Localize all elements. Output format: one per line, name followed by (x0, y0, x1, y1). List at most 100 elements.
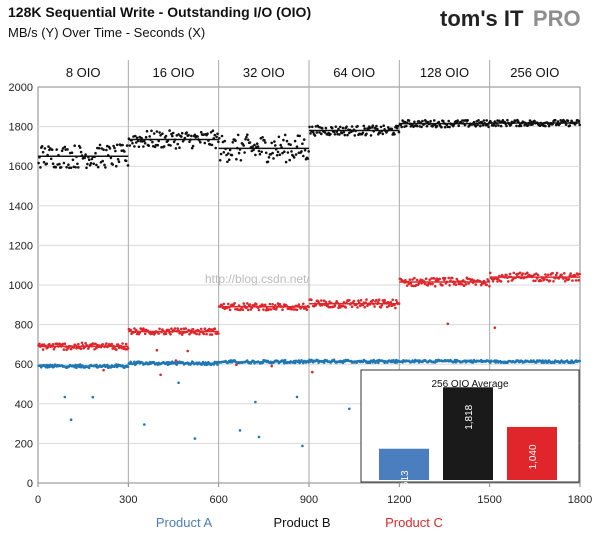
data-point (356, 124, 359, 128)
data-point (227, 302, 230, 306)
data-point (267, 308, 271, 311)
data-point (357, 299, 360, 303)
data-point (298, 134, 302, 138)
data-point (136, 139, 140, 143)
data-point (255, 142, 259, 145)
data-point (55, 148, 58, 151)
data-point (313, 134, 317, 137)
inset-bar (507, 426, 557, 480)
data-point (77, 342, 80, 346)
data-point (306, 157, 310, 160)
data-point (143, 423, 146, 426)
data-point (210, 333, 214, 336)
data-point (228, 148, 232, 152)
data-point (320, 299, 323, 302)
data-point (309, 132, 312, 135)
data-point (203, 327, 207, 331)
data-point (59, 166, 63, 169)
data-point (43, 147, 47, 150)
data-point (396, 124, 400, 128)
data-point (555, 271, 559, 275)
data-point (66, 148, 69, 151)
data-point (256, 145, 260, 148)
data-point (51, 162, 55, 165)
data-point (320, 126, 324, 130)
data-point (124, 342, 128, 346)
data-point (283, 150, 286, 153)
data-point (279, 143, 283, 147)
data-point (91, 395, 95, 399)
data-point (294, 153, 298, 156)
data-point (102, 368, 105, 372)
data-point (552, 280, 555, 283)
data-point (563, 272, 566, 275)
y-tick-label: 400 (15, 399, 33, 411)
data-point (206, 132, 209, 135)
data-point (63, 342, 67, 346)
data-point (164, 332, 168, 336)
data-point (104, 166, 107, 169)
data-point (535, 272, 538, 276)
data-point (114, 149, 117, 153)
data-point (169, 333, 172, 336)
data-point (369, 134, 373, 137)
data-point (568, 124, 572, 127)
data-point (462, 284, 466, 288)
data-point (544, 273, 547, 276)
data-point (352, 299, 356, 303)
data-point (443, 125, 447, 129)
data-point (379, 125, 383, 129)
data-point (164, 134, 168, 138)
data-point (292, 156, 296, 159)
data-point (242, 144, 245, 147)
data-point (382, 124, 386, 127)
data-point (497, 124, 500, 127)
data-point (219, 152, 223, 156)
data-point (94, 342, 97, 346)
data-point (407, 119, 411, 122)
data-point (190, 146, 194, 150)
data-point (241, 308, 245, 312)
data-point (290, 150, 293, 153)
data-point (67, 347, 70, 350)
data-point (246, 308, 250, 312)
data-point (376, 127, 379, 131)
data-point (196, 135, 199, 138)
data-point (356, 306, 359, 309)
data-point (216, 132, 219, 136)
data-point (301, 444, 304, 448)
data-point (390, 127, 394, 131)
data-point (397, 130, 401, 134)
data-point (171, 131, 175, 135)
data-point (526, 271, 529, 275)
data-point (172, 140, 176, 144)
data-point (346, 133, 349, 137)
data-point (159, 373, 162, 377)
data-point (566, 119, 570, 123)
data-point (421, 119, 424, 123)
data-point (528, 119, 532, 122)
data-point (271, 303, 274, 306)
data-point (116, 158, 120, 161)
data-point (77, 166, 80, 169)
x-tick-label: 0 (35, 494, 41, 506)
inset-bars: 613 1,818 1,040 (379, 387, 557, 487)
data-point (71, 158, 75, 162)
data-point (577, 119, 581, 123)
data-point (110, 342, 114, 346)
data-point (433, 285, 437, 288)
data-point (272, 157, 275, 160)
data-point (38, 342, 41, 346)
data-point (544, 124, 547, 128)
data-point (147, 144, 151, 147)
series-b (37, 118, 581, 170)
data-point (113, 146, 116, 150)
data-point (302, 138, 306, 141)
data-point (556, 120, 560, 123)
data-point (193, 133, 197, 137)
data-point (129, 328, 132, 332)
data-point (180, 327, 183, 331)
data-point (268, 302, 272, 306)
data-point (222, 302, 226, 306)
